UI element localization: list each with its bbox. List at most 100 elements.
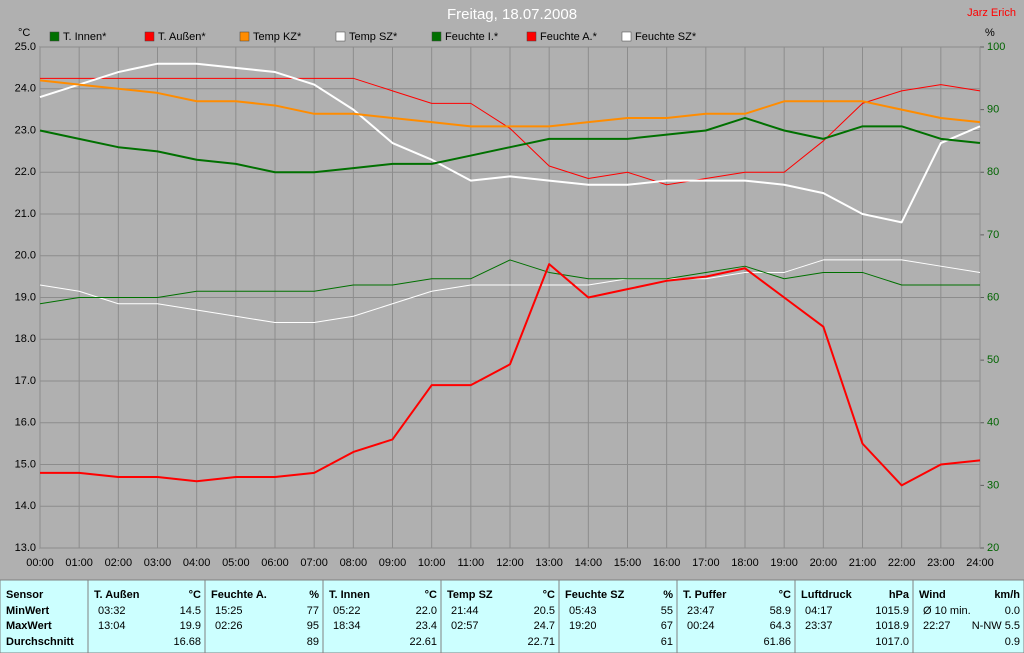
sensor-unit: hPa [889, 589, 910, 601]
y2-tick-label: 70 [987, 229, 999, 241]
max-time: 02:57 [451, 620, 479, 632]
avg-value: 89 [307, 636, 319, 648]
avg-value: 61.86 [763, 636, 791, 648]
min-time: 05:43 [569, 605, 597, 617]
min-value: 0.0 [1005, 605, 1020, 617]
x-tick-label: 18:00 [731, 557, 759, 569]
sensor-unit: °C [189, 589, 201, 601]
y2-axis-label: % [985, 27, 995, 39]
y2-tick-label: 90 [987, 104, 999, 116]
min-time: 23:47 [687, 605, 715, 617]
sensor-name: Luftdruck [801, 589, 853, 601]
x-tick-label: 05:00 [222, 557, 250, 569]
y2-tick-label: 30 [987, 479, 999, 491]
legend-swatch [239, 31, 250, 42]
min-value: 14.5 [180, 605, 201, 617]
series-line [39, 116, 981, 174]
avg-value: 16.68 [173, 636, 201, 648]
y-tick-label: 14.0 [15, 500, 36, 512]
y-axis-label: °C [18, 27, 30, 39]
max-time: 19:20 [569, 620, 597, 632]
max-time: 02:26 [215, 620, 243, 632]
y-tick-label: 17.0 [15, 375, 36, 387]
sensor-name: Wind [919, 589, 946, 601]
max-time: 23:37 [805, 620, 833, 632]
series-line [40, 263, 981, 487]
legend-label: Feuchte A.* [540, 31, 598, 43]
sensor-unit: % [663, 589, 673, 601]
min-time: 03:32 [98, 605, 126, 617]
x-tick-label: 16:00 [653, 557, 681, 569]
legend-label: T. Innen* [63, 31, 107, 43]
min-value: 58.9 [770, 605, 791, 617]
min-time: Ø 10 min. [923, 605, 971, 617]
y2-tick-label: 60 [987, 291, 999, 303]
sensor-name: Feuchte A. [211, 589, 267, 601]
max-value: 19.9 [180, 620, 201, 632]
max-value: 67 [661, 620, 673, 632]
max-value: N-NW 5.5 [972, 620, 1020, 632]
author: Jarz Erich [967, 7, 1016, 19]
legend-swatch [431, 31, 442, 42]
legend-label: Temp KZ* [253, 31, 302, 43]
sensor-name: Feuchte SZ [565, 589, 625, 601]
x-tick-label: 07:00 [300, 557, 328, 569]
min-value: 1015.9 [875, 605, 909, 617]
x-tick-label: 01:00 [65, 557, 93, 569]
row-label: MinWert [6, 605, 50, 617]
chart-title: Freitag, 18.07.2008 [447, 6, 577, 23]
sensor-unit: % [309, 589, 319, 601]
legend-label: T. Außen* [158, 31, 206, 43]
y-tick-label: 21.0 [15, 208, 36, 220]
max-value: 1018.9 [875, 620, 909, 632]
max-time: 22:27 [923, 620, 951, 632]
legend-swatch [526, 31, 537, 42]
row-label: MaxWert [6, 620, 52, 632]
x-tick-label: 14:00 [575, 557, 603, 569]
sensor-unit: °C [543, 589, 555, 601]
min-time: 04:17 [805, 605, 833, 617]
max-value: 24.7 [534, 620, 555, 632]
y-tick-label: 15.0 [15, 458, 36, 470]
legend-swatch [49, 31, 60, 42]
y-tick-label: 20.0 [15, 250, 36, 262]
x-tick-label: 06:00 [261, 557, 289, 569]
y-tick-label: 24.0 [15, 83, 36, 95]
y-tick-label: 23.0 [15, 124, 36, 136]
avg-value: 22.71 [527, 636, 555, 648]
min-time: 15:25 [215, 605, 243, 617]
min-value: 20.5 [534, 605, 555, 617]
row-label: Durchschnitt [6, 636, 74, 648]
legend-swatch [144, 31, 155, 42]
y2-tick-label: 20 [987, 542, 999, 554]
legend-swatch [335, 31, 346, 42]
y-tick-label: 13.0 [15, 542, 36, 554]
x-tick-label: 10:00 [418, 557, 446, 569]
x-tick-label: 02:00 [105, 557, 133, 569]
y-tick-label: 22.0 [15, 166, 36, 178]
avg-value: 61 [661, 636, 673, 648]
avg-value: 0.9 [1005, 636, 1020, 648]
sensor-unit: km/h [994, 589, 1020, 601]
legend-label: Feuchte I.* [445, 31, 499, 43]
legend-label: Temp SZ* [349, 31, 398, 43]
y2-tick-label: 100 [987, 41, 1005, 53]
sensor-name: T. Innen [329, 589, 370, 601]
x-tick-label: 15:00 [614, 557, 642, 569]
min-value: 55 [661, 605, 673, 617]
row-label: Sensor [6, 589, 44, 601]
sensor-unit: °C [779, 589, 791, 601]
series-line [39, 62, 981, 224]
y-tick-label: 25.0 [15, 41, 36, 53]
sensor-name: T. Außen [94, 589, 140, 601]
max-value: 64.3 [770, 620, 791, 632]
x-tick-label: 13:00 [535, 557, 563, 569]
max-time: 13:04 [98, 620, 126, 632]
x-tick-label: 17:00 [692, 557, 720, 569]
x-tick-label: 09:00 [379, 557, 407, 569]
y-tick-label: 19.0 [15, 291, 36, 303]
x-tick-label: 00:00 [26, 557, 54, 569]
max-time: 18:34 [333, 620, 361, 632]
max-time: 00:24 [687, 620, 715, 632]
